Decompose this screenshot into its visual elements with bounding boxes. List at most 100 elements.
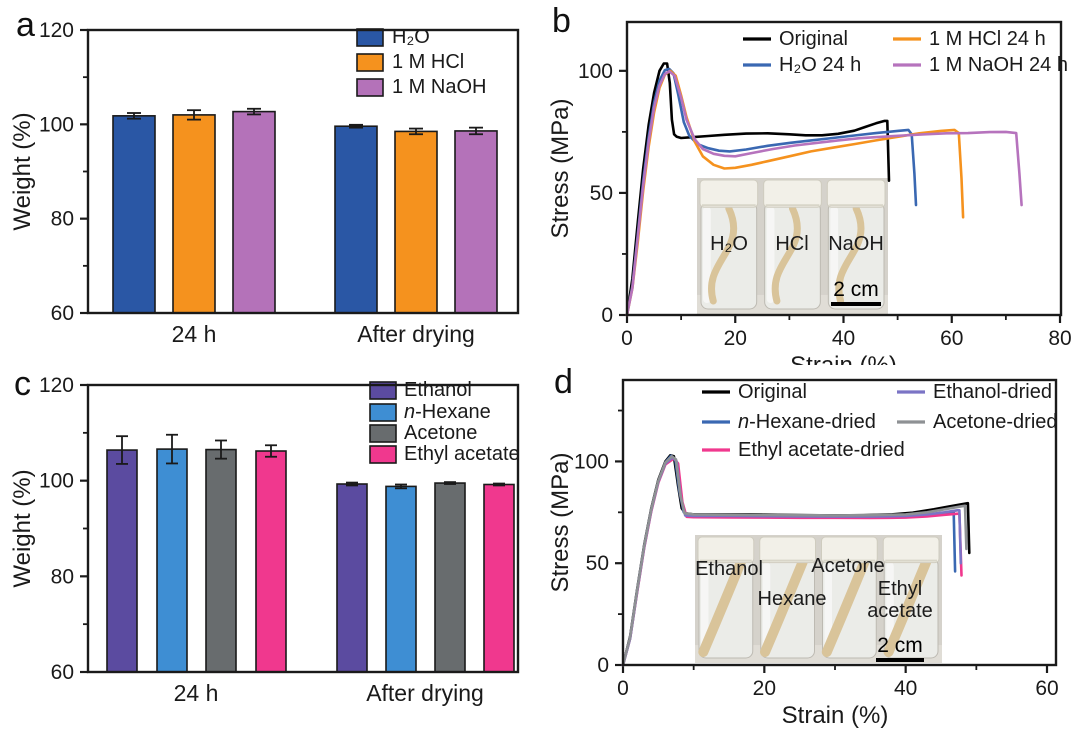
legend-swatch bbox=[356, 53, 384, 72]
legend-label: Ethanol-dried bbox=[933, 381, 1052, 403]
y-axis-tick-label: 50 bbox=[586, 552, 609, 575]
legend-swatch bbox=[369, 445, 397, 464]
vial-highlight bbox=[762, 562, 771, 652]
vial-highlight bbox=[701, 562, 709, 652]
panel-label-d: d bbox=[554, 363, 573, 401]
film-strip bbox=[760, 557, 808, 657]
y-axis-tick-label: 100 bbox=[578, 60, 613, 83]
x-axis-tick-label: 0 bbox=[617, 677, 629, 700]
bar bbox=[394, 130, 438, 314]
panel-d: d 0 50 100 Stress (MPa) 0 20 40 60 Strain (%) Eth… bbox=[540, 365, 1080, 730]
axis-box bbox=[621, 378, 1058, 667]
bar bbox=[483, 483, 515, 673]
y-axis-tick-label: 120 bbox=[39, 19, 74, 42]
x-axis-tick-label: 0 bbox=[621, 327, 633, 350]
vial-cap bbox=[759, 536, 816, 564]
scale-bar bbox=[831, 302, 881, 306]
axis-box bbox=[625, 20, 1063, 317]
vial-highlight bbox=[824, 562, 833, 652]
legend-label: Acetone bbox=[404, 422, 477, 444]
bar bbox=[232, 110, 276, 314]
y-axis-tick-label: 0 bbox=[601, 304, 613, 327]
vial-cap bbox=[826, 179, 886, 208]
panel-label-c: c bbox=[14, 365, 31, 403]
inset-label: Ethanol bbox=[695, 558, 763, 580]
x-category-label: 24 h bbox=[172, 321, 217, 347]
legend-swatch bbox=[356, 78, 384, 97]
y-axis-tick-label: 80 bbox=[51, 208, 74, 231]
vial-highlight bbox=[886, 562, 894, 652]
legend-label: Original bbox=[779, 28, 848, 50]
vial-highlight bbox=[830, 206, 839, 303]
film-strip bbox=[821, 557, 870, 657]
bar bbox=[172, 114, 216, 314]
legend-label: n-Hexane-dried bbox=[738, 411, 876, 433]
film-strip bbox=[708, 204, 738, 305]
inset-label: Hexane bbox=[758, 588, 827, 610]
bar bbox=[156, 448, 188, 673]
panel-label-a: a bbox=[16, 6, 35, 44]
legend-label: 1 M HCl 24 h bbox=[929, 28, 1046, 50]
panel-c-chart: 60 80 100 120 Weight (%) 24 h After drying Etha… bbox=[9, 374, 520, 706]
legend-swatch bbox=[369, 403, 397, 422]
y-axis-title: Weight (%) bbox=[9, 469, 36, 587]
curve-acetone-dried bbox=[621, 455, 968, 667]
legend-label: Acetone-dried bbox=[933, 411, 1058, 433]
scale-bar-label: 2 cm bbox=[833, 278, 879, 301]
x-axis-title: Strain (%) bbox=[790, 352, 897, 365]
x-axis-tick-label: 40 bbox=[832, 327, 855, 350]
x-axis-tick-label: 80 bbox=[1048, 327, 1071, 350]
x-axis-tick-label: 40 bbox=[894, 677, 917, 700]
y-axis-tick-label: 80 bbox=[51, 565, 74, 588]
film-strip bbox=[771, 204, 801, 305]
legend-label: Ethyl acetate-dried bbox=[738, 439, 905, 461]
legend-label: Ethyl acetate bbox=[404, 443, 520, 465]
vial-highlight bbox=[703, 206, 711, 303]
film-strip bbox=[883, 557, 932, 657]
legend-label: H₂O bbox=[392, 26, 430, 48]
legend-label: 1 M HCl bbox=[392, 51, 464, 73]
x-axis-tick-label: 60 bbox=[940, 327, 963, 350]
bar bbox=[112, 115, 156, 314]
scale-bar bbox=[876, 658, 924, 662]
x-category-label: After drying bbox=[357, 321, 475, 347]
y-axis-tick-label: 100 bbox=[574, 450, 609, 473]
bar bbox=[334, 125, 378, 314]
y-axis-tick-label: 60 bbox=[51, 661, 74, 684]
inset-photo: H₂O HCl NaOH 2 cm bbox=[697, 178, 888, 314]
legend-swatch bbox=[369, 424, 397, 443]
legend-label: 1 M NaOH 24 h bbox=[929, 54, 1068, 76]
x-axis-tick-label: 20 bbox=[753, 677, 776, 700]
vial-highlight bbox=[766, 206, 775, 303]
scale-bar-label: 2 cm bbox=[877, 634, 923, 657]
inset-label: acetate bbox=[867, 600, 933, 622]
legend-label: H₂O 24 h bbox=[779, 54, 861, 76]
y-axis-tick-label: 0 bbox=[597, 654, 609, 677]
y-axis-title: Stress (MPa) bbox=[547, 452, 574, 592]
y-axis-tick-label: 100 bbox=[39, 113, 74, 136]
vial-cap bbox=[821, 536, 878, 564]
vial-cap bbox=[763, 179, 822, 208]
film-strip bbox=[835, 204, 865, 305]
y-axis-tick-label: 60 bbox=[51, 302, 74, 325]
bar bbox=[255, 450, 287, 673]
legend-label: Ethanol bbox=[404, 379, 472, 401]
y-axis-tick-label: 120 bbox=[39, 374, 74, 397]
bar bbox=[454, 130, 498, 314]
curve-1-m-naoh-24-h bbox=[625, 70, 1023, 317]
legend-label: 1 M NaOH bbox=[392, 76, 486, 98]
y-axis-tick-label: 100 bbox=[39, 470, 74, 493]
inset-label: Acetone bbox=[811, 555, 884, 577]
x-axis-tick-label: 20 bbox=[724, 327, 747, 350]
vial-cap bbox=[882, 536, 940, 564]
inset-label: HCl bbox=[775, 233, 808, 255]
y-axis-title: Weight (%) bbox=[9, 112, 36, 230]
y-axis-tick-label: 50 bbox=[590, 182, 613, 205]
inset-label: NaOH bbox=[828, 233, 884, 255]
panel-a-chart: 60 80 100 120 Weight (%) 24 h After drying H₂O 1… bbox=[9, 19, 520, 347]
y-axis-title: Stress (MPa) bbox=[547, 98, 574, 238]
